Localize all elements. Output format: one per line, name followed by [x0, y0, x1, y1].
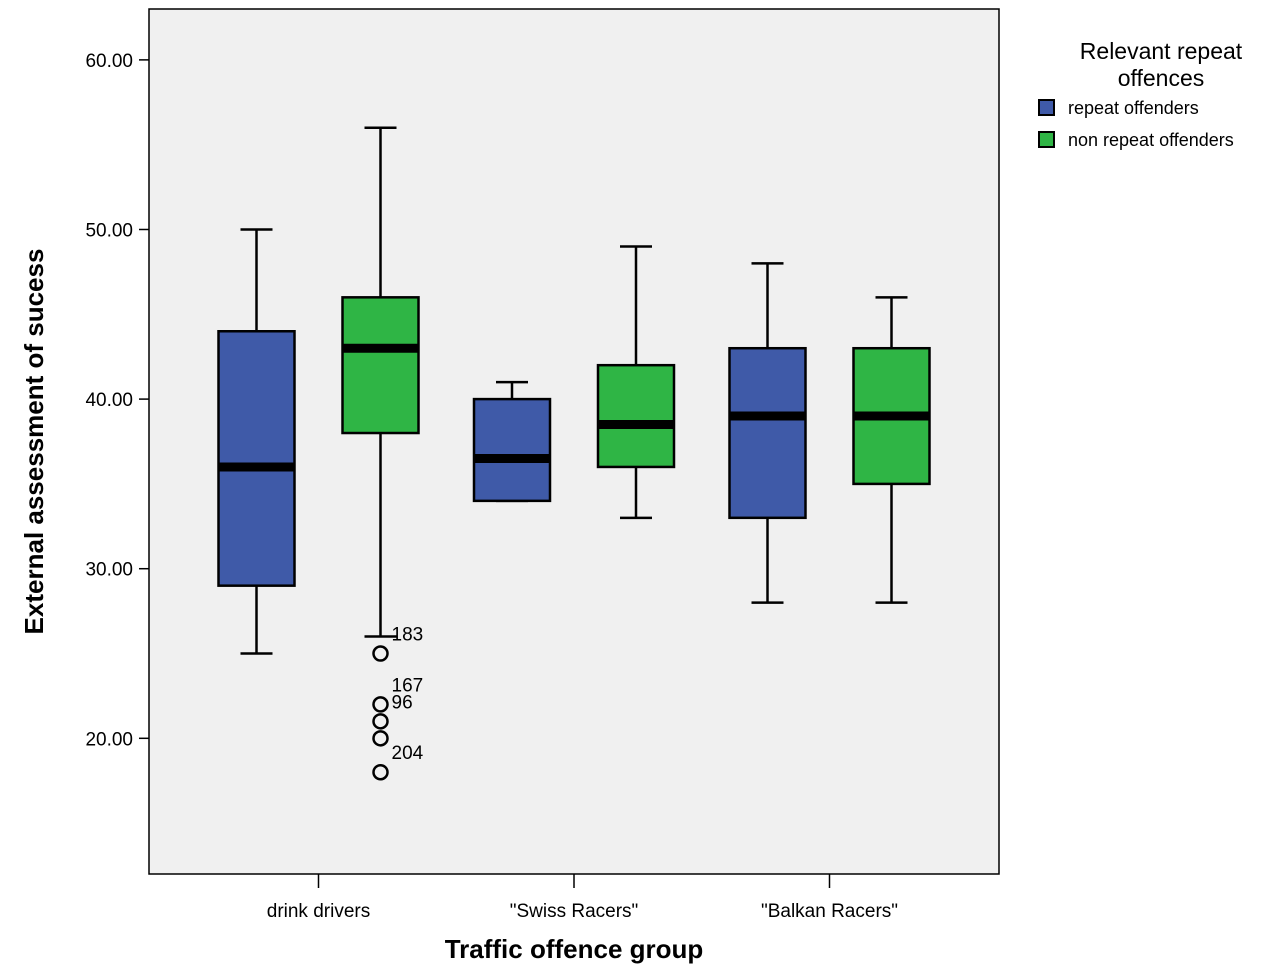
legend: Relevant repeat offences repeat offenders n… [1038, 38, 1243, 150]
legend-title-line: Relevant repeat [1080, 38, 1243, 64]
x-axis-title: Traffic offence group [445, 934, 704, 964]
outlier-point [372, 713, 389, 730]
x-tick-label: "Balkan Racers" [761, 901, 898, 922]
outlier-label: 96 [392, 692, 413, 713]
outlier-label: 183 [392, 625, 424, 646]
outlier-label: 204 [392, 743, 424, 764]
box-repeat-1 [472, 380, 552, 503]
y-tick-label: 30.00 [85, 560, 133, 581]
x-tick-label: drink drivers [267, 901, 370, 922]
box-repeat-2 [728, 262, 807, 604]
iqr-box [728, 346, 807, 520]
legend-title-line: offences [1118, 65, 1205, 91]
legend-label: non repeat offenders [1068, 130, 1234, 150]
outlier-point [372, 763, 389, 781]
box-non-repeat-2 [852, 296, 931, 604]
legend-swatch [1038, 99, 1055, 116]
box-non-repeat-1 [596, 245, 676, 520]
iqr-box [596, 363, 676, 469]
y-tick-label: 60.00 [85, 51, 133, 72]
y-axis: 20.00 30.00 40.00 50.00 60.00 [85, 51, 149, 750]
y-tick-label: 20.00 [85, 729, 133, 750]
outlier-point [372, 730, 389, 747]
iqr-box [472, 397, 552, 503]
outlier-point [372, 645, 389, 662]
legend-title: Relevant repeat offences [1080, 38, 1243, 91]
y-tick-label: 40.00 [85, 390, 133, 411]
iqr-box [217, 330, 296, 587]
legend-swatch [1038, 131, 1055, 148]
iqr-box [341, 296, 420, 435]
outlier-point [372, 696, 389, 713]
y-tick-label: 50.00 [85, 220, 133, 241]
legend-label: repeat offenders [1068, 98, 1199, 118]
y-axis-title: External assessment of sucess [19, 249, 49, 635]
x-axis: drink drivers "Swiss Racers" "Balkan Racer… [267, 874, 898, 922]
x-tick-label: "Swiss Racers" [510, 901, 639, 922]
outlier-label: 167 [392, 675, 424, 696]
box-repeat-0 [217, 228, 296, 655]
